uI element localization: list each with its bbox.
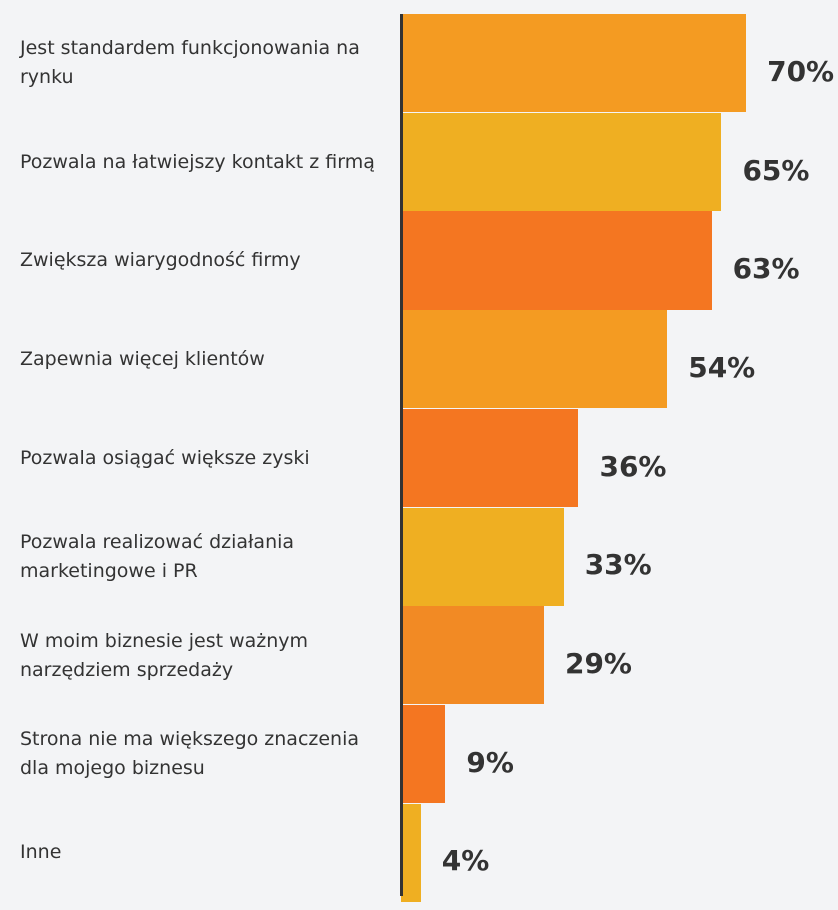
value-label: 65% xyxy=(742,153,810,187)
value-label: 54% xyxy=(688,350,756,384)
category-label: Pozwala na łatwiejszy kontakt z firmą xyxy=(20,150,375,173)
bar xyxy=(401,704,446,804)
value-label: 9% xyxy=(466,745,514,779)
value-label: 33% xyxy=(584,548,652,582)
bar xyxy=(401,14,747,113)
bar xyxy=(401,211,712,310)
value-label: 4% xyxy=(441,844,490,878)
axis-line xyxy=(400,14,403,896)
value-label: 63% xyxy=(732,252,800,286)
category-label: Zapewnia więcej klientów xyxy=(20,347,265,370)
category-label: Jest standardem funkcjonowania na rynku xyxy=(20,37,360,89)
value-label: 70% xyxy=(767,54,835,88)
bar xyxy=(401,507,564,606)
category-label: Pozwala realizować działania marketingow… xyxy=(20,530,295,582)
value-label: 29% xyxy=(564,647,632,681)
category-label: Strona nie ma większego znaczenia dla mo… xyxy=(20,728,360,780)
category-label: Zwiększa wiarygodność firmy xyxy=(20,249,301,272)
category-label: Pozwala osiągać większe zyski xyxy=(20,446,310,469)
bar xyxy=(401,112,722,211)
bar xyxy=(401,803,421,902)
category-label: Inne xyxy=(20,841,62,864)
bar xyxy=(401,310,668,409)
category-label: W moim biznesie jest ważnym narzędziem s… xyxy=(20,629,309,681)
value-label: 36% xyxy=(599,449,667,483)
bar xyxy=(401,606,544,705)
bar xyxy=(401,408,579,507)
